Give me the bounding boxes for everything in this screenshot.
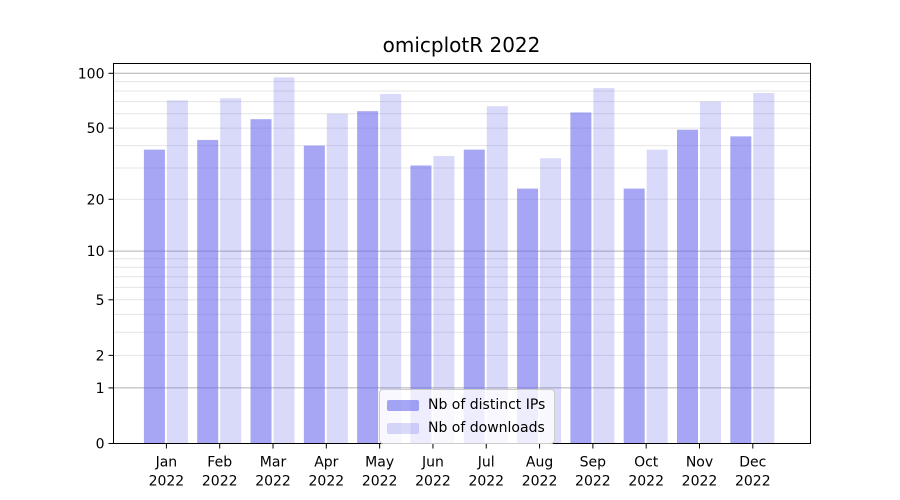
legend-row-distinct-ips: Nb of distinct IPs — [387, 397, 545, 413]
legend-label-distinct-ips: Nb of distinct IPs — [428, 397, 546, 413]
bar-distinct-ips-sep — [570, 112, 592, 444]
legend-label-downloads: Nb of downloads — [428, 420, 545, 436]
bar-downloads-sep — [593, 88, 615, 444]
bar-downloads-may — [380, 94, 402, 444]
bar-downloads-aug — [540, 158, 562, 444]
y-tick-label: 100 — [78, 66, 105, 82]
x-tick-label-month: Nov — [686, 455, 713, 471]
x-tick-label-year: 2022 — [522, 474, 558, 490]
x-tick-label-year: 2022 — [735, 474, 771, 490]
x-tick-label-month: Aug — [526, 455, 553, 471]
x-tick-label-year: 2022 — [575, 474, 611, 490]
bar-downloads-jan — [166, 100, 188, 444]
x-tick-label-year: 2022 — [468, 474, 504, 490]
bar-distinct-ips-jul — [463, 149, 485, 444]
x-tick-label-month: Jan — [155, 455, 178, 471]
legend-row-downloads: Nb of downloads — [387, 420, 545, 436]
bars-group — [143, 77, 775, 444]
y-tick-label: 2 — [96, 348, 105, 364]
y-tick-label: 50 — [87, 121, 105, 137]
chart-title: omicplotR 2022 — [382, 33, 541, 57]
x-tick-label-month: Jun — [421, 455, 444, 471]
tick-labels-group: 1005020105210Jan2022Feb2022Mar2022Apr202… — [78, 66, 771, 489]
bar-distinct-ips-aug — [517, 188, 539, 444]
x-tick-label-month: Mar — [260, 455, 287, 471]
bar-distinct-ips-dec — [730, 136, 752, 444]
bar-distinct-ips-may — [357, 111, 379, 444]
y-tick-label: 1 — [96, 381, 105, 397]
x-tick-label-year: 2022 — [362, 474, 398, 490]
bar-distinct-ips-oct — [623, 188, 645, 444]
bar-downloads-jun — [433, 156, 455, 444]
legend-swatch-distinct-ips — [387, 399, 419, 411]
x-tick-label-month: May — [365, 455, 394, 471]
bar-distinct-ips-nov — [677, 129, 698, 444]
x-tick-label-year: 2022 — [628, 474, 664, 490]
x-tick-label-year: 2022 — [309, 474, 345, 490]
bar-downloads-nov — [700, 101, 721, 444]
y-tick-label: 5 — [96, 293, 105, 309]
bar-downloads-jul — [486, 106, 508, 444]
bar-downloads-dec — [753, 93, 775, 444]
x-tick-label-month: Dec — [739, 455, 766, 471]
x-tick-label-month: Oct — [634, 455, 659, 471]
x-tick-label-month: Jul — [477, 455, 495, 471]
x-tick-label-month: Sep — [580, 455, 607, 471]
bar-downloads-apr — [326, 113, 348, 444]
x-tick-label-year: 2022 — [255, 474, 291, 490]
bar-downloads-feb — [220, 98, 242, 444]
y-tick-label: 0 — [96, 437, 105, 453]
bar-distinct-ips-jan — [143, 149, 165, 444]
legend: Nb of distinct IPs Nb of downloads — [379, 389, 556, 444]
y-tick-label: 10 — [87, 244, 105, 260]
bar-distinct-ips-jun — [410, 165, 432, 444]
bar-distinct-ips-feb — [197, 139, 219, 444]
bar-downloads-oct — [646, 149, 668, 444]
x-tick-label-month: Feb — [207, 455, 232, 471]
y-tick-label: 20 — [87, 192, 105, 208]
x-tick-label-year: 2022 — [149, 474, 185, 490]
x-tick-label-year: 2022 — [202, 474, 238, 490]
legend-swatch-downloads — [387, 422, 419, 434]
x-tick-label-year: 2022 — [682, 474, 718, 490]
x-tick-label-year: 2022 — [415, 474, 451, 490]
x-tick-label-month: Apr — [314, 455, 338, 471]
bar-distinct-ips-apr — [303, 145, 325, 444]
bar-downloads-mar — [273, 77, 295, 444]
bar-distinct-ips-mar — [250, 119, 272, 444]
